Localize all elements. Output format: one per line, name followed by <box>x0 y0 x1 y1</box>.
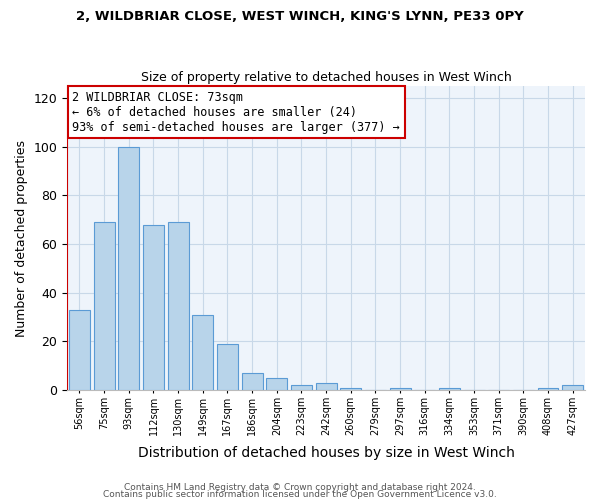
Bar <box>266 378 287 390</box>
Bar <box>340 388 361 390</box>
Text: Contains public sector information licensed under the Open Government Licence v3: Contains public sector information licen… <box>103 490 497 499</box>
Text: Contains HM Land Registry data © Crown copyright and database right 2024.: Contains HM Land Registry data © Crown c… <box>124 484 476 492</box>
Bar <box>192 314 213 390</box>
Bar <box>316 382 337 390</box>
Bar <box>69 310 90 390</box>
Bar <box>118 147 139 390</box>
Text: 2, WILDBRIAR CLOSE, WEST WINCH, KING'S LYNN, PE33 0PY: 2, WILDBRIAR CLOSE, WEST WINCH, KING'S L… <box>76 10 524 23</box>
X-axis label: Distribution of detached houses by size in West Winch: Distribution of detached houses by size … <box>137 446 515 460</box>
Text: 2 WILDBRIAR CLOSE: 73sqm
← 6% of detached houses are smaller (24)
93% of semi-de: 2 WILDBRIAR CLOSE: 73sqm ← 6% of detache… <box>73 90 400 134</box>
Title: Size of property relative to detached houses in West Winch: Size of property relative to detached ho… <box>141 70 511 84</box>
Bar <box>167 222 188 390</box>
Bar <box>217 344 238 390</box>
Y-axis label: Number of detached properties: Number of detached properties <box>15 140 28 336</box>
Bar <box>242 373 263 390</box>
Bar <box>143 224 164 390</box>
Bar <box>538 388 559 390</box>
Bar <box>389 388 410 390</box>
Bar <box>291 385 312 390</box>
Bar <box>439 388 460 390</box>
Bar <box>562 385 583 390</box>
Bar <box>94 222 115 390</box>
